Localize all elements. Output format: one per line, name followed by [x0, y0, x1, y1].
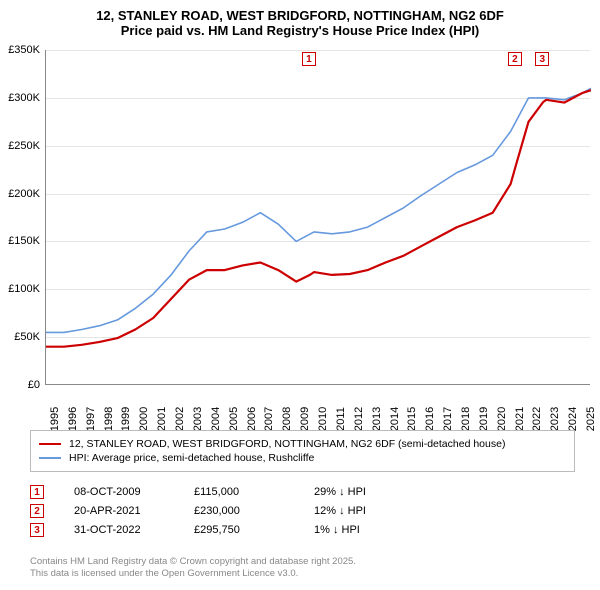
legend-entry: 12, STANLEY ROAD, WEST BRIDGFORD, NOTTIN…: [39, 438, 566, 450]
x-tick-label: 2011: [335, 407, 347, 431]
y-tick-label: £300K: [8, 92, 40, 104]
table-row: 2 20-APR-2021 £230,000 12% ↓ HPI: [30, 504, 575, 518]
footer-line: This data is licensed under the Open Gov…: [30, 568, 356, 580]
y-tick-label: £100K: [8, 283, 40, 295]
x-tick-label: 1999: [120, 407, 132, 431]
x-tick-label: 1995: [49, 407, 61, 431]
x-tick-label: 2001: [156, 407, 168, 431]
x-tick-label: 2002: [174, 407, 186, 431]
x-tick-label: 2012: [353, 407, 365, 431]
x-tick-label: 2022: [531, 407, 543, 431]
row-diff: 29% ↓ HPI: [314, 486, 434, 498]
y-tick-label: £150K: [8, 235, 40, 247]
row-date: 31-OCT-2022: [74, 524, 194, 536]
table-row: 1 08-OCT-2009 £115,000 29% ↓ HPI: [30, 485, 575, 499]
x-tick-label: 2006: [246, 407, 258, 431]
row-marker: 2: [30, 504, 44, 518]
series-line: [46, 90, 591, 347]
legend-box: 12, STANLEY ROAD, WEST BRIDGFORD, NOTTIN…: [30, 430, 575, 472]
x-tick-label: 2007: [263, 407, 275, 431]
x-tick-label: 2008: [281, 407, 293, 431]
chart-subtitle: Price paid vs. HM Land Registry's House …: [10, 23, 590, 38]
chart-marker: 1: [302, 52, 316, 66]
x-tick-label: 2004: [210, 407, 222, 431]
row-price: £230,000: [194, 505, 314, 517]
legend-label: 12, STANLEY ROAD, WEST BRIDGFORD, NOTTIN…: [69, 438, 505, 450]
x-tick-label: 2009: [299, 407, 311, 431]
chart-marker: 2: [508, 52, 522, 66]
legend-swatch: [39, 457, 61, 459]
x-tick-label: 2018: [460, 407, 472, 431]
x-tick-label: 2010: [317, 407, 329, 431]
x-tick-label: 2013: [371, 407, 383, 431]
line-chart-svg: [46, 50, 591, 385]
x-tick-label: 2024: [567, 407, 579, 431]
x-tick-label: 1998: [103, 407, 115, 431]
row-diff: 1% ↓ HPI: [314, 524, 434, 536]
x-tick-label: 2016: [424, 407, 436, 431]
y-tick-label: £50K: [14, 331, 40, 343]
legend-entry: HPI: Average price, semi-detached house,…: [39, 452, 566, 464]
row-marker: 3: [30, 523, 44, 537]
row-date: 20-APR-2021: [74, 505, 194, 517]
y-tick-label: £250K: [8, 140, 40, 152]
x-tick-label: 2014: [389, 407, 401, 431]
plot-area: [45, 50, 590, 385]
legend-label: HPI: Average price, semi-detached house,…: [69, 452, 314, 464]
x-tick-label: 2020: [496, 407, 508, 431]
table-row: 3 31-OCT-2022 £295,750 1% ↓ HPI: [30, 523, 575, 537]
title-block: 12, STANLEY ROAD, WEST BRIDGFORD, NOTTIN…: [0, 0, 600, 42]
legend-swatch: [39, 443, 61, 445]
x-tick-label: 2005: [228, 407, 240, 431]
x-tick-label: 2015: [406, 407, 418, 431]
chart-container: 12, STANLEY ROAD, WEST BRIDGFORD, NOTTIN…: [0, 0, 600, 590]
row-diff: 12% ↓ HPI: [314, 505, 434, 517]
row-date: 08-OCT-2009: [74, 486, 194, 498]
row-marker: 1: [30, 485, 44, 499]
footer-attribution: Contains HM Land Registry data © Crown c…: [30, 556, 356, 581]
x-tick-label: 2025: [585, 407, 597, 431]
y-tick-label: £0: [28, 379, 40, 391]
row-price: £115,000: [194, 486, 314, 498]
transactions-table: 1 08-OCT-2009 £115,000 29% ↓ HPI 2 20-AP…: [30, 480, 575, 542]
x-tick-label: 2000: [138, 407, 150, 431]
x-tick-label: 2003: [192, 407, 204, 431]
chart-title: 12, STANLEY ROAD, WEST BRIDGFORD, NOTTIN…: [10, 8, 590, 23]
x-tick-label: 2021: [514, 407, 526, 431]
chart-marker: 3: [535, 52, 549, 66]
row-price: £295,750: [194, 524, 314, 536]
x-tick-label: 1997: [85, 407, 97, 431]
x-tick-label: 2019: [478, 407, 490, 431]
footer-line: Contains HM Land Registry data © Crown c…: [30, 556, 356, 568]
x-tick-label: 2017: [442, 407, 454, 431]
y-tick-label: £350K: [8, 44, 40, 56]
x-tick-label: 1996: [67, 407, 79, 431]
y-tick-label: £200K: [8, 188, 40, 200]
x-tick-label: 2023: [549, 407, 561, 431]
series-line: [46, 88, 591, 332]
